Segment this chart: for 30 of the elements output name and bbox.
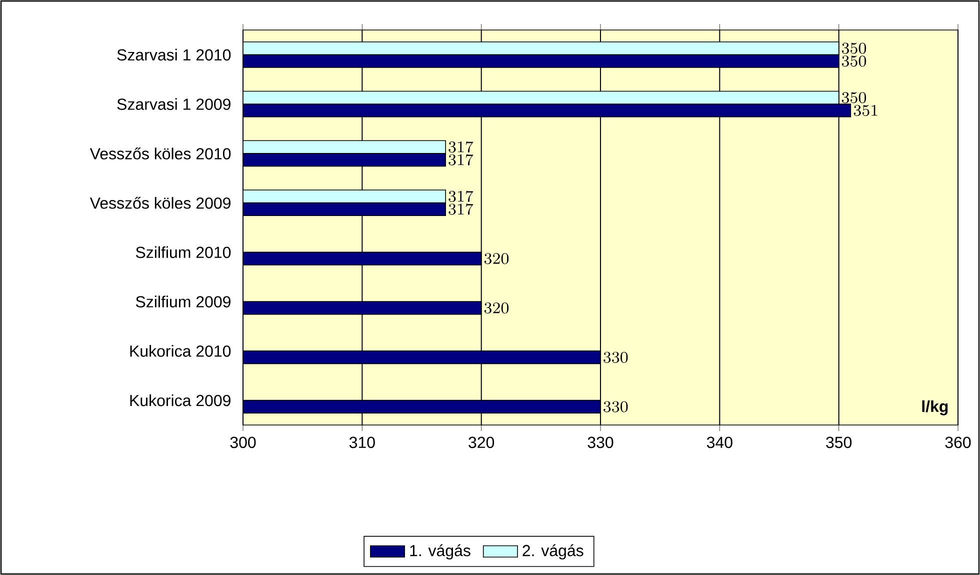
data-label: 317 <box>448 204 474 215</box>
x-tick-label: 360 <box>945 436 971 448</box>
data-label: 320 <box>484 253 509 264</box>
y-tick-label: Kukorica 2009 <box>130 394 230 406</box>
data-label: 330 <box>604 352 628 363</box>
data-label: 320 <box>484 302 509 314</box>
annotation: l/kg <box>922 400 948 416</box>
x-tick-label: 310 <box>349 436 375 448</box>
data-label: 317 <box>448 190 474 202</box>
y-tick-label: Szilfium 2009 <box>136 296 230 308</box>
legend-label: 1. vágás <box>410 544 470 560</box>
data-label: 350 <box>842 42 866 54</box>
x-tick-label: 340 <box>706 436 732 448</box>
data-label: 350 <box>842 92 866 104</box>
data-label: 351 <box>854 105 878 116</box>
y-tick-label: Vesszős köles 2009 <box>90 196 230 209</box>
data-label: 330 <box>604 401 628 412</box>
data-label: 350 <box>842 56 866 67</box>
x-tick-label: 350 <box>826 436 852 448</box>
y-tick-label: Szarvasi 1 2009 <box>117 98 230 110</box>
y-tick-label: Vesszős köles 2010 <box>90 147 231 160</box>
y-tick-label: Szilfium 2010 <box>136 246 231 258</box>
data-label: 317 <box>448 141 474 153</box>
x-tick-label: 330 <box>588 436 614 448</box>
y-tick-label: Kukorica 2010 <box>130 345 231 357</box>
data-label: 317 <box>448 154 474 166</box>
y-tick-label: Szarvasi 1 2010 <box>117 48 231 61</box>
legend-label: 2. vágás <box>522 544 584 560</box>
x-tick-label: 300 <box>230 436 256 448</box>
x-tick-label: 320 <box>468 436 494 448</box>
